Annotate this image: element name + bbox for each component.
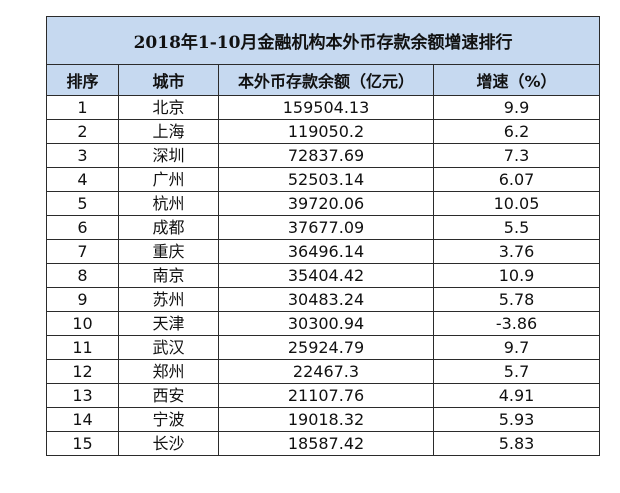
deposit-balance-cell: 36496.14 [218,239,434,264]
table-row: 7 重庆 36496.14 3.76 [46,239,601,264]
rank-cell: 1 [46,95,119,120]
table-title: 2018年1-10月金融机构本外币存款余额增速排行 [45,16,601,65]
table-row: 12 郑州 22467.3 5.7 [46,359,601,384]
city-cell: 成都 [118,215,219,240]
title-row: 2018年1-10月金融机构本外币存款余额增速排行 [45,16,601,65]
rank-cell: 4 [46,167,119,192]
growth-rate-cell: 9.9 [432,95,601,120]
growth-rate-cell: 5.5 [432,215,601,240]
deposit-balance-cell: 37677.09 [218,215,434,240]
table-row: 3 深圳 72837.69 7.3 [46,143,601,168]
table-row: 11 武汉 25924.79 9.7 [46,335,601,360]
city-cell: 长沙 [118,431,219,456]
table-row: 5 杭州 39720.06 10.05 [46,191,601,216]
city-cell: 南京 [118,263,219,288]
growth-rate-cell: 6.07 [432,167,601,192]
city-cell: 上海 [118,119,219,144]
deposit-balance-cell: 72837.69 [218,143,434,168]
deposit-balance-cell: 52503.14 [218,167,434,192]
city-cell: 西安 [118,383,219,408]
city-cell: 重庆 [118,239,219,264]
header-growth-rate: 增速（%） [432,64,601,96]
city-cell: 深圳 [118,143,219,168]
growth-rate-cell: 5.93 [432,407,601,432]
city-cell: 苏州 [118,287,219,312]
rank-cell: 7 [46,239,119,264]
header-deposit-balance: 本外币存款余额（亿元） [218,64,434,96]
growth-rate-cell: 10.9 [432,263,601,288]
deposit-balance-cell: 18587.42 [218,431,434,456]
rank-cell: 2 [46,119,119,144]
deposit-balance-cell: 35404.42 [218,263,434,288]
deposit-balance-cell: 21107.76 [218,383,434,408]
rank-cell: 13 [46,383,119,408]
table-row: 6 成都 37677.09 5.5 [46,215,601,240]
rank-cell: 3 [46,143,119,168]
table-row: 14 宁波 19018.32 5.93 [46,407,601,432]
table-row: 13 西安 21107.76 4.91 [46,383,601,408]
growth-rate-cell: 5.78 [432,287,601,312]
city-cell: 郑州 [118,359,219,384]
deposit-balance-cell: 25924.79 [218,335,434,360]
deposit-balance-cell: 119050.2 [218,119,434,144]
growth-rate-cell: -3.86 [432,311,601,336]
growth-rate-cell: 5.83 [432,431,601,456]
header-city: 城市 [118,64,219,96]
growth-rate-cell: 6.2 [432,119,601,144]
growth-rate-cell: 10.05 [432,191,601,216]
rank-cell: 15 [46,431,119,456]
rank-cell: 10 [46,311,119,336]
table-row: 4 广州 52503.14 6.07 [46,167,601,192]
rank-cell: 11 [46,335,119,360]
deposit-balance-cell: 19018.32 [218,407,434,432]
deposit-balance-cell: 159504.13 [218,95,434,120]
rank-cell: 9 [46,287,119,312]
rank-cell: 6 [46,215,119,240]
rank-cell: 14 [46,407,119,432]
city-cell: 武汉 [118,335,219,360]
growth-rate-cell: 5.7 [432,359,601,384]
table-row: 8 南京 35404.42 10.9 [46,263,601,288]
rank-cell: 8 [46,263,119,288]
header-row: 排序 城市 本外币存款余额（亿元） 增速（%） [46,64,601,96]
table-row: 1 北京 159504.13 9.9 [46,95,601,120]
growth-rate-cell: 4.91 [432,383,601,408]
growth-rate-cell: 3.76 [432,239,601,264]
city-cell: 北京 [118,95,219,120]
ranking-table: 2018年1-10月金融机构本外币存款余额增速排行 排序 城市 本外币存款余额（… [45,16,601,456]
city-cell: 广州 [118,167,219,192]
city-cell: 宁波 [118,407,219,432]
growth-rate-cell: 9.7 [432,335,601,360]
deposit-balance-cell: 22467.3 [218,359,434,384]
deposit-balance-cell: 30483.24 [218,287,434,312]
city-cell: 杭州 [118,191,219,216]
deposit-balance-cell: 30300.94 [218,311,434,336]
table-row: 10 天津 30300.94 -3.86 [46,311,601,336]
table-row: 15 长沙 18587.42 5.83 [46,431,601,456]
deposit-balance-cell: 39720.06 [218,191,434,216]
table-row: 9 苏州 30483.24 5.78 [46,287,601,312]
city-cell: 天津 [118,311,219,336]
growth-rate-cell: 7.3 [432,143,601,168]
rank-cell: 5 [46,191,119,216]
table-row: 2 上海 119050.2 6.2 [46,119,601,144]
header-rank: 排序 [46,64,119,96]
rank-cell: 12 [46,359,119,384]
